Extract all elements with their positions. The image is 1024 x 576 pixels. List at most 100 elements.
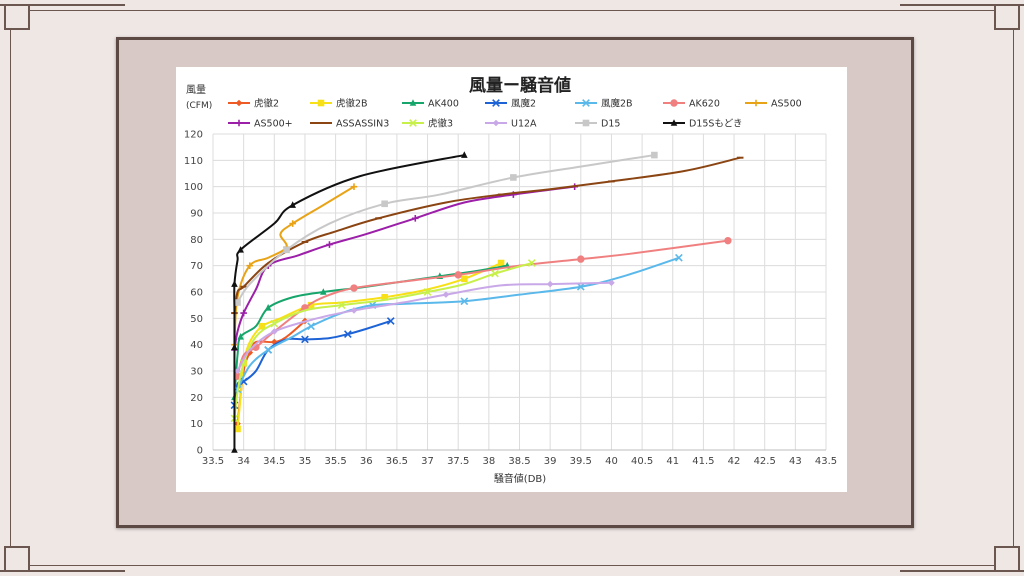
- data-point: [231, 343, 238, 351]
- y-axis-label-line2: (CFM): [186, 101, 212, 111]
- y-axis-label-line1: 風量: [186, 84, 206, 96]
- legend-item: AK400: [402, 99, 459, 110]
- data-point: [289, 201, 296, 208]
- y-tick-label: 80: [190, 235, 203, 246]
- series-10: [234, 279, 615, 375]
- data-point: [307, 301, 315, 309]
- x-tick-label: 43.5: [815, 456, 837, 467]
- data-point: [460, 297, 469, 306]
- frame-top-left-line: [0, 4, 125, 6]
- data-point: [289, 220, 296, 227]
- frame-top-right-line: [900, 4, 1024, 6]
- tick-labels: 33.5 34 34.5 35 35.5 36 36.5 37 37.5 38 38.5 39 39.5…: [184, 130, 837, 468]
- data-point: [264, 304, 272, 311]
- x-tick-label: 39: [544, 456, 557, 467]
- data-point: [381, 293, 388, 301]
- legend-label: D15: [601, 119, 620, 130]
- x-tick-label: 40: [605, 456, 618, 467]
- chart-card: 風量ー騒音値 風量 (CFM) 騒音値(DB) 33.5 34 34.5 35 35.5…: [176, 67, 847, 492]
- data-point: [350, 183, 358, 190]
- legend-label: AS500: [771, 99, 802, 110]
- legend-label: D15Sもどき: [689, 119, 742, 130]
- data-point: [258, 322, 266, 330]
- data-point: [246, 262, 254, 269]
- series-8: [231, 156, 744, 315]
- data-point: [231, 280, 238, 287]
- series-line: [236, 262, 502, 430]
- legend-marker: [582, 119, 590, 127]
- legend-marker: [492, 99, 500, 107]
- y-tick-label: 110: [184, 156, 203, 167]
- chart-title: 風量ー騒音値: [469, 75, 571, 96]
- data-point: [442, 291, 450, 298]
- data-point: [423, 288, 432, 296]
- data-point: [270, 319, 279, 328]
- frame-corner-tl: [4, 4, 30, 30]
- y-tick-label: 50: [190, 314, 203, 325]
- x-tick-label: 41: [666, 456, 679, 467]
- data-point: [608, 279, 615, 287]
- data-point: [326, 241, 333, 248]
- data-point: [577, 255, 585, 263]
- series-line: [233, 262, 533, 419]
- data-point: [350, 284, 358, 292]
- legend-item: 虎徹2: [228, 98, 279, 110]
- frame-right-line: [1013, 30, 1014, 546]
- x-tick-label: 40.5: [631, 456, 653, 467]
- legend-marker: [409, 119, 417, 127]
- data-point: [386, 317, 395, 325]
- data-point: [264, 346, 273, 354]
- data-point: [546, 280, 554, 288]
- y-tick-label: 20: [190, 393, 203, 404]
- data-point: [237, 332, 244, 340]
- series-5: [233, 236, 732, 380]
- legend-marker: [670, 119, 678, 126]
- data-point: [234, 299, 241, 306]
- legend-label: 風魔2: [511, 98, 536, 110]
- data-point: [510, 174, 517, 181]
- series-line: [233, 156, 741, 314]
- legend-marker: [670, 99, 678, 107]
- data-point: [497, 259, 505, 267]
- y-tick-label: 40: [190, 340, 203, 351]
- legend-item: AS500: [745, 99, 802, 110]
- frame-corner-bl: [4, 546, 30, 572]
- frame-left-line: [10, 30, 11, 546]
- legend-label: ASSASSIN3: [336, 119, 389, 130]
- legend-marker: [752, 99, 760, 107]
- frame-bottom-left-line: [0, 570, 125, 572]
- line-chart: 風量ー騒音値 風量 (CFM) 騒音値(DB) 33.5 34 34.5 35 35.5…: [184, 75, 837, 485]
- frame-corner-br: [994, 546, 1020, 572]
- series-12: [231, 151, 468, 453]
- x-tick-label: 36.5: [386, 456, 408, 467]
- data-point: [231, 446, 238, 453]
- x-tick-label: 42: [728, 456, 741, 467]
- x-tick-label: 37: [421, 456, 434, 467]
- frame-corner-tr: [994, 4, 1020, 30]
- x-axis-label: 騒音値(DB): [494, 472, 546, 485]
- legend-marker: [317, 99, 325, 107]
- legend-label: 虎徹2: [254, 98, 279, 110]
- legend-item: 虎徹3: [402, 118, 453, 130]
- x-tick-label: 38.5: [508, 456, 530, 467]
- data-point: [454, 271, 462, 279]
- data-point: [461, 275, 468, 283]
- legend-marker: [582, 99, 590, 107]
- series-line: [236, 154, 655, 304]
- data-point: [246, 349, 254, 356]
- legend-label: AK620: [689, 99, 720, 110]
- x-tick-label: 35.5: [324, 456, 346, 467]
- legend-marker: [235, 99, 243, 107]
- legend-marker: [409, 99, 417, 106]
- data-point: [675, 253, 683, 262]
- legend-label: AS500+: [254, 119, 293, 130]
- legend-item: D15Sもどき: [663, 119, 742, 130]
- data-point: [337, 301, 346, 310]
- data-point: [320, 288, 327, 295]
- y-tick-label: 10: [190, 419, 203, 430]
- legend-item: 風魔2: [485, 98, 536, 110]
- y-tick-label: 70: [190, 261, 203, 272]
- data-point: [301, 335, 309, 344]
- x-tick-label: 39.5: [570, 456, 592, 467]
- series-9: [230, 259, 536, 423]
